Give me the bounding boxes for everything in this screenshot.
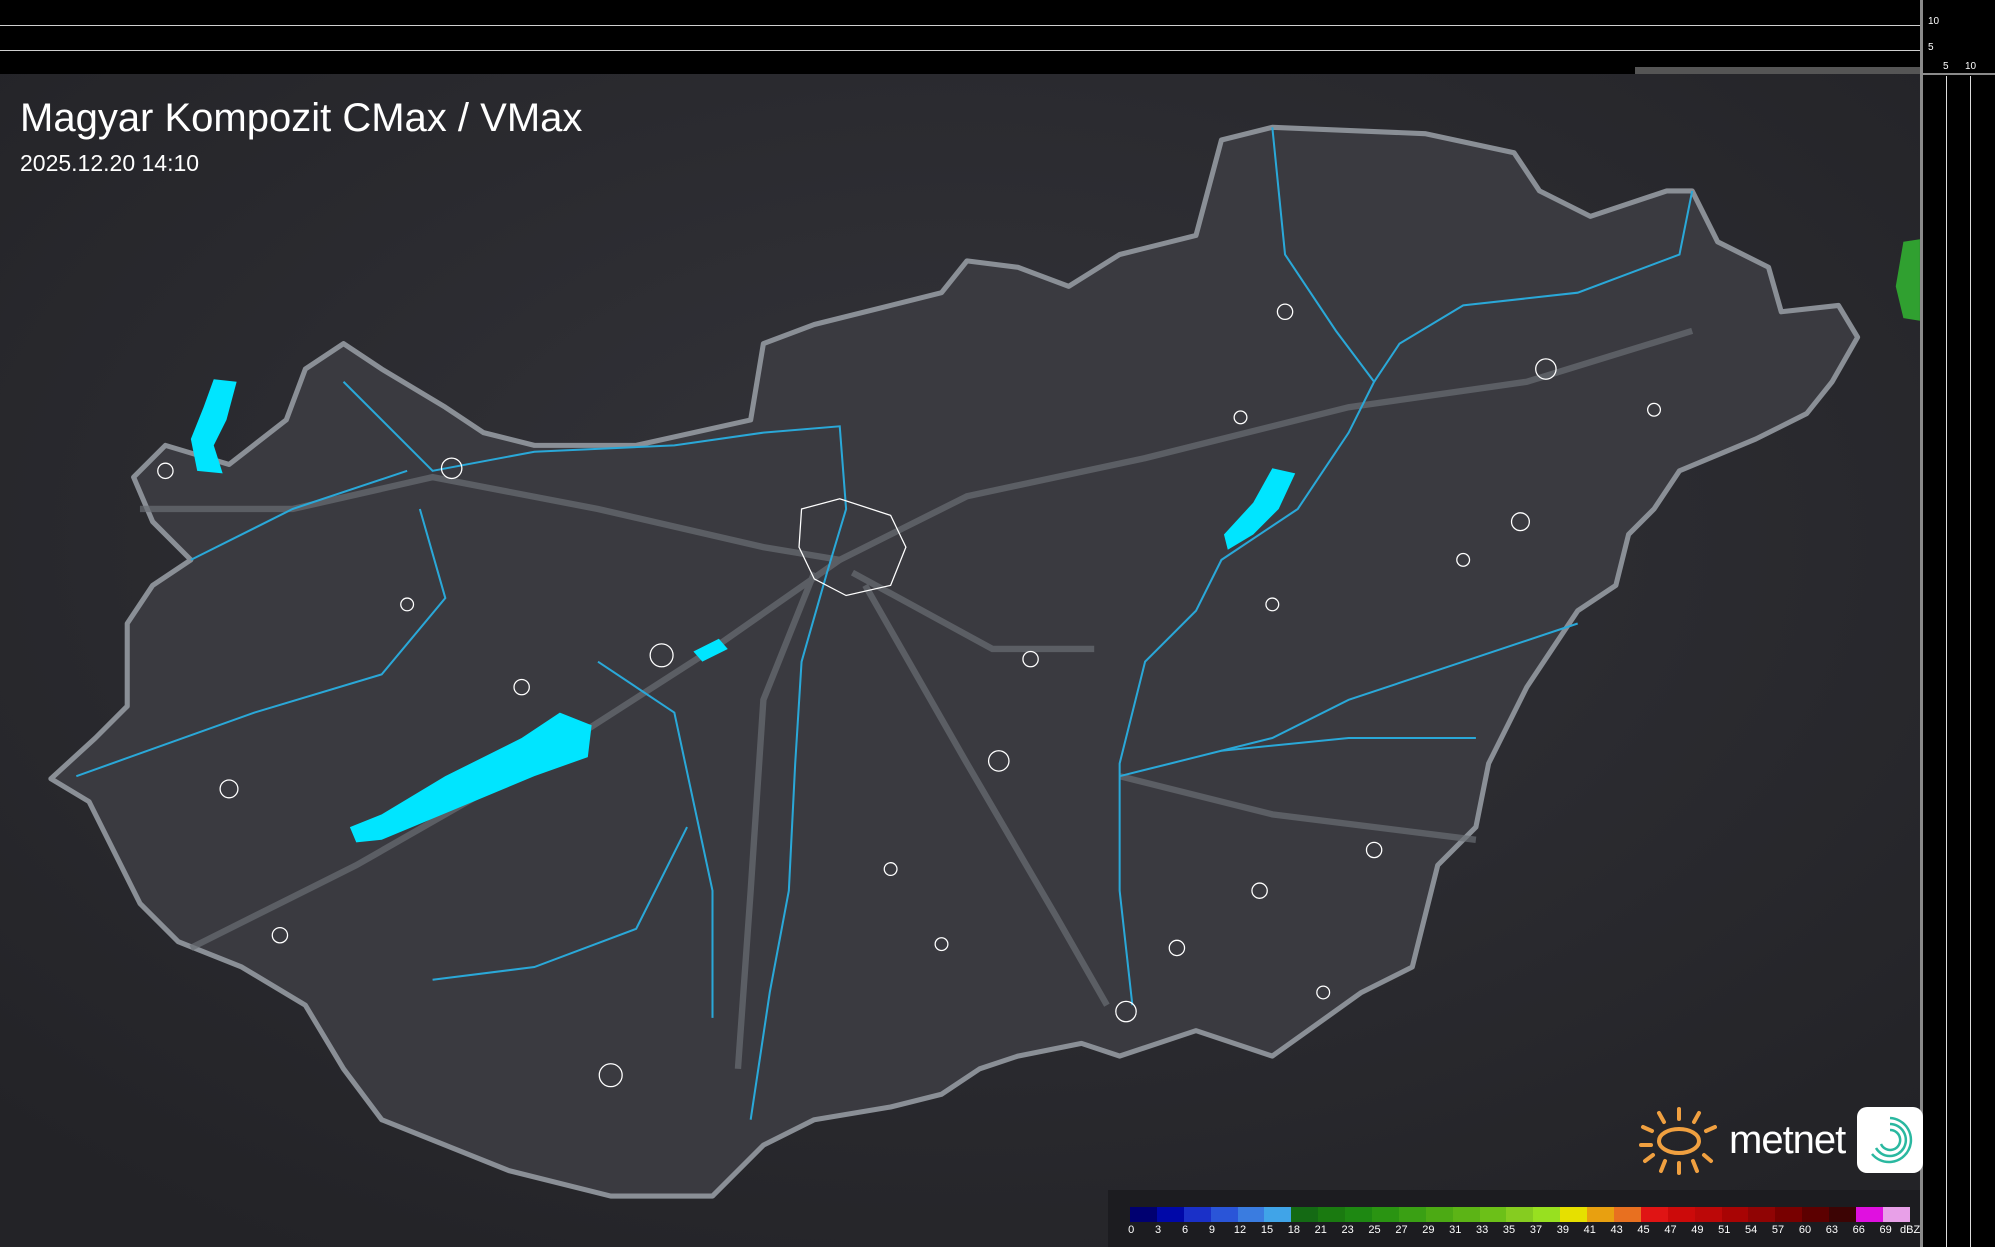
profile-gridline-v10 bbox=[1970, 76, 1971, 1247]
legend-swatch bbox=[1856, 1207, 1883, 1222]
lake-tisza bbox=[1223, 468, 1296, 550]
map-title: Magyar Kompozit CMax / VMax bbox=[20, 96, 583, 140]
map-datetime: 2025.12.20 14:10 bbox=[20, 150, 200, 176]
legend-label: 6 bbox=[1181, 1224, 1189, 1236]
legend-swatch bbox=[1775, 1207, 1803, 1222]
legend-color-bar bbox=[1130, 1207, 1910, 1222]
legend-label: 33 bbox=[1476, 1224, 1489, 1236]
lakes bbox=[190, 379, 1296, 843]
rivers bbox=[75, 127, 1694, 1120]
legend-label: 27 bbox=[1395, 1224, 1408, 1236]
lake-velence bbox=[693, 638, 728, 662]
legend-swatch bbox=[1318, 1207, 1346, 1222]
sun-logo-icon bbox=[1639, 1107, 1717, 1175]
axis-tick: 10 bbox=[1928, 16, 1940, 27]
country-hungary bbox=[48, 124, 1861, 1199]
legend-swatch bbox=[1425, 1207, 1453, 1222]
lake-neusiedl bbox=[190, 379, 237, 474]
legend-label: 12 bbox=[1233, 1224, 1247, 1236]
profile-divider bbox=[1923, 73, 1995, 75]
legend-swatch bbox=[1640, 1207, 1668, 1222]
legend-label: 3 bbox=[1155, 1224, 1162, 1236]
legend-swatch bbox=[1345, 1207, 1373, 1222]
logo-text: metnet bbox=[1729, 1117, 1846, 1162]
legend-label: 31 bbox=[1449, 1224, 1462, 1236]
legend-swatch bbox=[1210, 1207, 1238, 1222]
legend-swatch bbox=[1156, 1207, 1184, 1222]
legend-swatch bbox=[1802, 1207, 1830, 1222]
legend-swatch bbox=[1667, 1207, 1695, 1222]
legend-label: 49 bbox=[1691, 1224, 1704, 1236]
legend-label: 39 bbox=[1556, 1224, 1569, 1236]
legend-swatch bbox=[1291, 1207, 1319, 1222]
legend-swatch bbox=[1560, 1207, 1588, 1222]
radar-echo bbox=[1895, 239, 1920, 321]
spiral-icon bbox=[1871, 1116, 1913, 1164]
map-layer bbox=[0, 74, 1920, 1247]
axis-tick: 5 bbox=[1943, 61, 1949, 72]
legend-swatch bbox=[1372, 1207, 1399, 1222]
profile-strip bbox=[1635, 67, 1920, 74]
legend-swatch bbox=[1479, 1207, 1507, 1222]
legend-swatch bbox=[1130, 1207, 1157, 1222]
radar-map[interactable] bbox=[0, 74, 1920, 1247]
legend-label: 35 bbox=[1502, 1224, 1516, 1236]
legend-label: 29 bbox=[1422, 1224, 1435, 1236]
dbz-color-legend: 0 3 6 9 12 15 18 21 23 25 27 29 31 33 35 37 39 41 43 45 47 49… bbox=[1108, 1190, 1920, 1247]
profile-gridline-10 bbox=[0, 25, 1920, 26]
legend-label: 18 bbox=[1287, 1224, 1300, 1236]
legend-unit: dBZ bbox=[1900, 1224, 1921, 1236]
legend-label: 66 bbox=[1852, 1224, 1865, 1236]
legend-label: 63 bbox=[1825, 1224, 1838, 1236]
top-profile-panel bbox=[0, 0, 1920, 74]
legend-label: 57 bbox=[1771, 1224, 1785, 1236]
legend-swatch bbox=[1829, 1207, 1857, 1222]
legend-label: 21 bbox=[1314, 1224, 1327, 1236]
legend-label: 25 bbox=[1368, 1224, 1381, 1236]
roads bbox=[139, 327, 1694, 1070]
legend-swatch bbox=[1748, 1207, 1776, 1222]
legend-swatch bbox=[1587, 1207, 1615, 1222]
legend-swatch bbox=[1506, 1207, 1534, 1222]
settlements bbox=[157, 303, 1662, 1088]
legend-label: 41 bbox=[1583, 1224, 1596, 1236]
legend-swatch bbox=[1183, 1207, 1211, 1222]
legend-swatch bbox=[1721, 1207, 1749, 1222]
legend-label: 15 bbox=[1260, 1224, 1274, 1236]
legend-label: 0 bbox=[1128, 1224, 1135, 1236]
axis-tick: 5 bbox=[1928, 42, 1934, 53]
legend-swatch bbox=[1614, 1207, 1641, 1222]
lake-balaton bbox=[349, 712, 592, 843]
legend-swatch bbox=[1398, 1207, 1426, 1222]
legend-label: 23 bbox=[1341, 1224, 1354, 1236]
legend-label: 54 bbox=[1745, 1224, 1758, 1236]
legend-swatch bbox=[1452, 1207, 1480, 1222]
metnet-logo: metnet bbox=[1637, 1105, 1924, 1175]
app-icon bbox=[1857, 1107, 1924, 1173]
legend-label: 37 bbox=[1529, 1224, 1543, 1236]
legend-labels: 0 3 6 9 12 15 18 21 23 25 27 29 31 33 35 37 39 41 43 45 47 49… bbox=[1128, 1224, 1930, 1240]
legend-label: 45 bbox=[1637, 1224, 1650, 1236]
legend-swatch bbox=[1533, 1207, 1561, 1222]
legend-label: 47 bbox=[1664, 1224, 1677, 1236]
legend-label: 9 bbox=[1208, 1224, 1215, 1236]
axis-tick: 10 bbox=[1965, 61, 1977, 72]
legend-swatch bbox=[1694, 1207, 1722, 1222]
legend-label: 69 bbox=[1879, 1224, 1892, 1236]
legend-swatch bbox=[1882, 1207, 1910, 1222]
legend-label: 51 bbox=[1718, 1224, 1731, 1236]
legend-swatch bbox=[1264, 1207, 1292, 1222]
profile-gridline-5 bbox=[0, 50, 1920, 51]
legend-label: 60 bbox=[1798, 1224, 1812, 1236]
profile-gridline-v5 bbox=[1946, 76, 1947, 1247]
legend-label: 43 bbox=[1610, 1224, 1623, 1236]
legend-swatch bbox=[1237, 1207, 1265, 1222]
right-profile-panel: 10 5 5 10 bbox=[1920, 0, 1995, 1247]
